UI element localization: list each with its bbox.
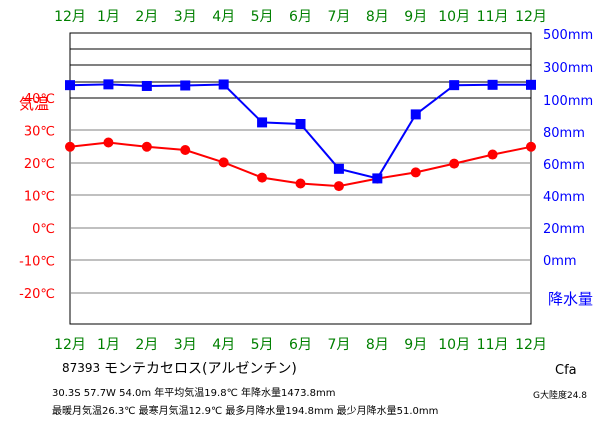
month-label-top: 2月 [135, 9, 158, 25]
precipitation-tick-label: 80mm [543, 126, 585, 141]
precipitation-tick-label: 40mm [543, 190, 585, 205]
precipitation-axis-title: 降水量 [548, 290, 593, 308]
precipitation-point [180, 80, 191, 91]
temperature-point [487, 149, 498, 160]
temperature-axis-title: 気温 [19, 95, 49, 113]
month-label-bottom: 11月 [477, 337, 509, 353]
precipitation-tick-label: 300mm [543, 61, 593, 76]
temperature-point [333, 181, 344, 192]
precipitation-point [257, 117, 268, 128]
temperature-point [218, 157, 229, 168]
month-label-bottom: 7月 [327, 337, 350, 353]
month-label-bottom: 4月 [212, 337, 235, 353]
month-label-bottom: 12月 [54, 337, 86, 353]
precipitation-tick-label: 500mm [543, 28, 593, 43]
month-label-top: 7月 [327, 9, 350, 25]
temperature-tick-label: 20℃ [24, 157, 55, 172]
plot-frame [69, 32, 532, 325]
temperature-tick-label: 40℃ [24, 92, 55, 107]
temperature-point [65, 141, 75, 152]
temperature-point [103, 137, 114, 148]
precipitation-point [103, 79, 114, 90]
temperature-point [180, 145, 191, 155]
month-label-bottom: 8月 [366, 337, 389, 353]
continentality-index: G大陸度24.8 [533, 391, 588, 401]
month-label-top: 6月 [289, 9, 312, 25]
temperature-tick-label: 0℃ [32, 222, 55, 237]
month-label-bottom: 6月 [289, 337, 312, 353]
temperature-point [526, 141, 536, 152]
month-label-top: 10月 [438, 9, 470, 25]
month-label-top: 8月 [366, 9, 389, 25]
precipitation-tick-label: 20mm [543, 222, 585, 237]
station-id: 87393 [62, 361, 101, 375]
month-label-bottom: 2月 [135, 337, 158, 353]
precipitation-tick-label: 100mm [543, 94, 593, 109]
month-label-top: 12月 [515, 9, 547, 25]
precipitation-point [487, 79, 498, 90]
precipitation-point [449, 80, 460, 91]
precipitation-point [333, 163, 344, 174]
temperature-point [295, 178, 306, 189]
extremes-summary: 最暖月気温26.3℃ 最寒月気温12.9℃ 最多月降水量194.8mm 最少月降… [52, 406, 439, 417]
month-label-bottom: 3月 [174, 337, 197, 353]
month-label-top: 1月 [97, 9, 120, 25]
temperature-tick-label: 10℃ [24, 190, 55, 205]
month-label-bottom: 10月 [438, 337, 470, 353]
temperature-point [449, 158, 460, 169]
koppen-class: Cfa [555, 363, 577, 378]
precipitation-point [295, 119, 306, 129]
month-label-top: 12月 [54, 9, 86, 25]
precipitation-tick-label: 0mm [543, 254, 577, 269]
temperature-point [257, 172, 268, 183]
precipitation-point [65, 80, 75, 91]
month-label-top: 4月 [212, 9, 235, 25]
temperature-point [410, 167, 421, 178]
precipitation-point [526, 79, 536, 90]
month-label-top: 5月 [251, 9, 274, 25]
precipitation-point [372, 173, 383, 184]
month-label-top: 9月 [404, 9, 427, 25]
temperature-point [141, 141, 152, 152]
month-label-bottom: 12月 [515, 337, 547, 353]
precipitation-point [410, 109, 421, 120]
month-label-bottom: 1月 [97, 337, 120, 353]
month-label-top: 11月 [477, 9, 509, 25]
month-label-bottom: 9月 [404, 337, 427, 353]
location-summary: 30.3S 57.7W 54.0m 年平均気温19.8℃ 年降水量1473.8m… [52, 388, 336, 399]
temperature-tick-label: -10℃ [19, 255, 55, 270]
station-name: モンテカセロス(アルゼンチン) [104, 361, 297, 377]
month-label-bottom: 5月 [251, 337, 274, 353]
temperature-tick-label: 30℃ [24, 125, 55, 140]
month-label-top: 3月 [174, 9, 197, 25]
precipitation-point [218, 79, 229, 90]
precipitation-tick-label: 60mm [543, 158, 585, 173]
temperature-tick-label: -20℃ [19, 287, 55, 302]
precipitation-point [141, 80, 152, 91]
